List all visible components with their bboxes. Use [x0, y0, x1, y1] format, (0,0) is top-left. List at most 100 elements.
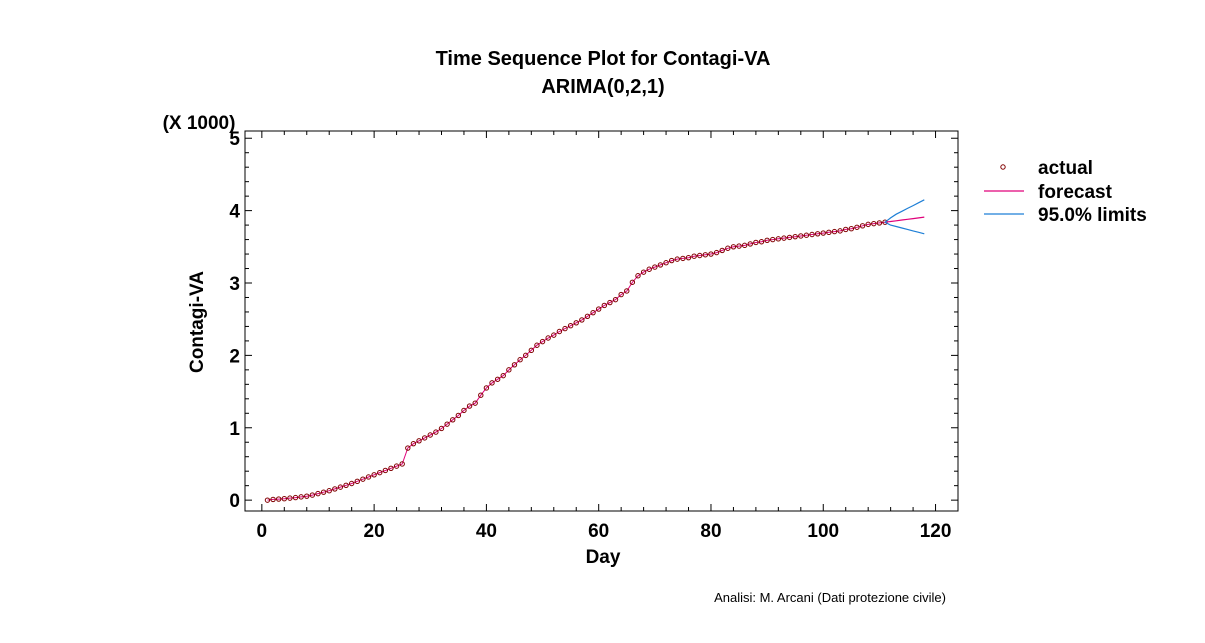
legend-actual-marker: [1000, 164, 1006, 170]
actual-point: [472, 400, 478, 406]
actual-point: [871, 220, 877, 227]
actual-point: [275, 496, 282, 502]
actual-point: [764, 237, 770, 243]
y-multiplier: (X 1000): [163, 113, 236, 134]
actual-point: [668, 257, 675, 264]
actual-point: [725, 245, 731, 251]
actual-point: [337, 484, 344, 490]
actual-point: [450, 417, 456, 423]
actual-point: [528, 347, 535, 354]
actual-point: [461, 407, 467, 414]
actual-point: [455, 412, 462, 419]
actual-point: [652, 264, 658, 270]
actual-point: [320, 489, 327, 495]
actual-point: [775, 236, 782, 242]
y-axis-label: Contagi-VA: [187, 271, 208, 373]
y-tick-label: 0: [229, 491, 240, 512]
x-tick-label: 100: [807, 521, 839, 542]
actual-point: [809, 231, 815, 238]
actual-point: [365, 474, 372, 480]
actual-point: [315, 490, 321, 497]
actual-point: [264, 497, 271, 503]
actual-point: [388, 465, 394, 471]
actual-point: [500, 372, 506, 379]
actual-point: [702, 252, 709, 258]
actual-point: [657, 262, 664, 268]
fitted-line: [267, 221, 886, 501]
actual-point: [854, 224, 860, 230]
actual-point: [781, 235, 787, 241]
actual-point: [730, 244, 737, 250]
actual-point: [348, 480, 355, 487]
actual-point: [421, 435, 428, 441]
lower-limit-line: [884, 221, 925, 235]
actual-point: [382, 467, 389, 474]
actual-point: [287, 495, 293, 501]
actual-point: [298, 494, 304, 500]
actual-point: [590, 309, 596, 316]
actual-point: [270, 496, 276, 503]
actual-point: [595, 306, 602, 312]
actual-point: [393, 463, 400, 469]
y-tick-label: 3: [229, 274, 240, 295]
actual-point: [820, 230, 826, 236]
x-tick-label: 40: [476, 521, 497, 542]
actual-point: [523, 352, 529, 359]
x-tick-label: 20: [364, 521, 385, 542]
actual-point: [663, 260, 669, 266]
actual-point: [562, 325, 568, 332]
actual-point: [798, 233, 804, 239]
actual-point: [433, 429, 439, 435]
actual-point: [281, 495, 287, 502]
actual-point: [697, 252, 703, 259]
upper-limit-line: [884, 199, 925, 223]
actual-point: [466, 403, 473, 409]
actual-point: [859, 223, 866, 229]
actual-point: [360, 476, 366, 482]
actual-point: [713, 249, 720, 256]
actual-point: [489, 380, 495, 386]
actual-point: [680, 255, 686, 262]
actual-point: [865, 221, 871, 228]
actual-point: [640, 269, 647, 275]
chart-subtitle: ARIMA(0,2,1): [541, 76, 664, 98]
actual-point: [601, 302, 608, 309]
actual-point: [792, 233, 798, 240]
actual-point: [332, 486, 338, 492]
x-tick-label: 60: [588, 521, 609, 542]
actual-point: [405, 445, 411, 451]
actual-point: [629, 279, 636, 285]
y-tick-label: 4: [229, 202, 240, 223]
actual-point: [843, 226, 849, 233]
actual-point: [741, 242, 748, 249]
actual-point: [438, 425, 445, 432]
actual-point: [719, 247, 725, 254]
actual-point: [399, 461, 405, 467]
actual-point: [584, 313, 591, 319]
actual-point: [517, 357, 523, 363]
series-layer: [264, 199, 925, 503]
forecast-line: [884, 216, 925, 223]
actual-point: [309, 492, 316, 498]
actual-point: [826, 229, 832, 236]
x-tick-label: 120: [920, 521, 952, 542]
legend-label: forecast: [1038, 182, 1113, 203]
actual-point: [444, 421, 450, 427]
credit-text: Analisi: M. Arcani (Dati protezione civi…: [714, 590, 946, 605]
actual-point: [292, 494, 299, 501]
actual-point: [304, 493, 310, 499]
y-tick-label: 1: [229, 419, 240, 440]
actual-point: [343, 482, 349, 489]
actual-point: [551, 332, 557, 338]
y-tick-label: 2: [229, 346, 240, 367]
actual-point: [545, 335, 551, 341]
actual-point: [674, 256, 680, 262]
actual-point: [377, 469, 383, 476]
actual-point: [567, 323, 574, 329]
actual-point: [831, 228, 838, 235]
actual-point: [607, 299, 613, 306]
actual-point: [506, 367, 512, 373]
actual-point: [511, 362, 518, 368]
actual-point: [579, 317, 585, 323]
